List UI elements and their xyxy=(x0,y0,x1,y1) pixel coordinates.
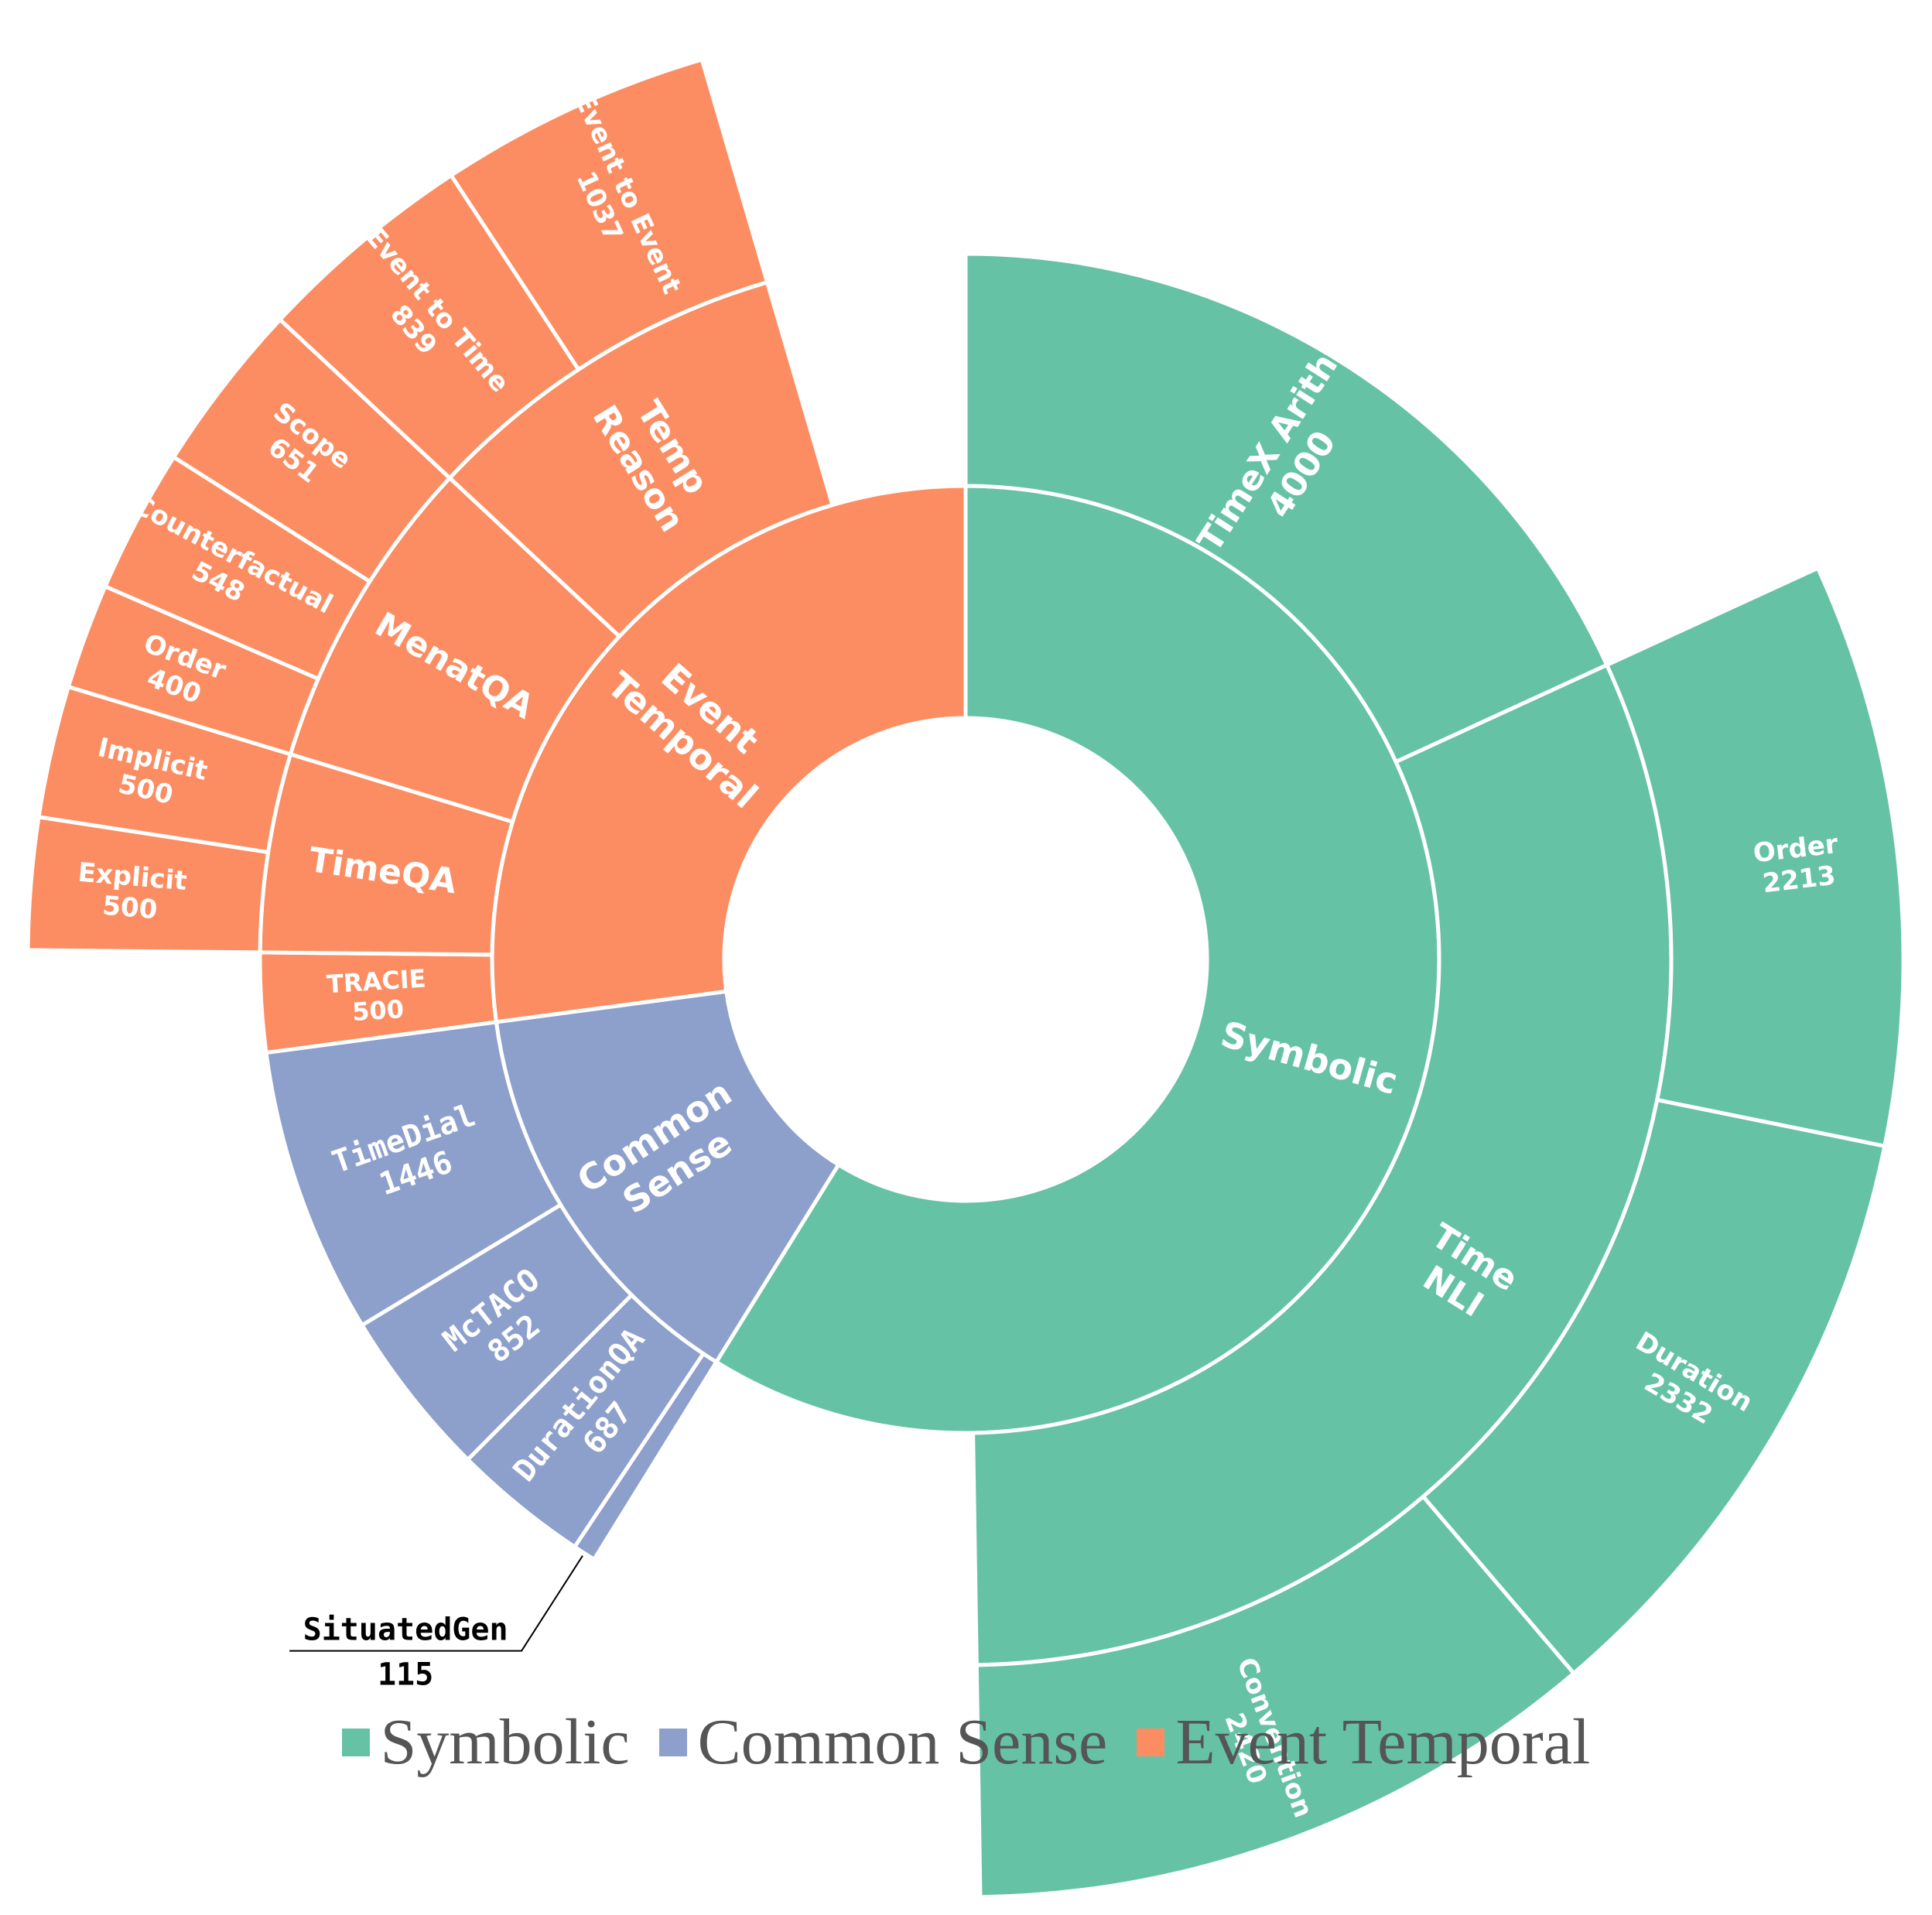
dataset-label-tracie: TRACIE500 xyxy=(326,963,429,1028)
legend-swatch-event-temporal xyxy=(1137,1729,1165,1756)
legend-item-symbolic: Symbolic xyxy=(341,1706,630,1778)
legend-item-common-sense: Common Sense xyxy=(658,1706,1108,1778)
legend-label-symbolic: Symbolic xyxy=(380,1706,630,1778)
callout-value-situatedgen: 115 xyxy=(378,1657,433,1693)
dataset-segment-timex-arith xyxy=(963,251,1609,764)
legend-item-event-temporal: Event Temporal xyxy=(1137,1710,1590,1775)
subset-segment-temp-reason-event-to-event xyxy=(449,57,770,371)
legend-label-event-temporal: Event Temporal xyxy=(1175,1706,1591,1778)
legend: Symbolic Common Sense Event Temporal xyxy=(0,1710,1932,1775)
subset-segment-time-nli-convention xyxy=(974,1494,1576,1900)
legend-label-common-sense: Common Sense xyxy=(697,1706,1108,1778)
subset-label-time-nli-order: Order2213 xyxy=(1752,829,1844,900)
legend-swatch-common-sense xyxy=(658,1729,687,1756)
legend-swatch-symbolic xyxy=(341,1729,370,1756)
callout-label-situatedgen: SituatedGen xyxy=(303,1612,508,1648)
sunburst-segments xyxy=(26,57,1906,1900)
callout-line-situatedgen xyxy=(289,1555,583,1652)
